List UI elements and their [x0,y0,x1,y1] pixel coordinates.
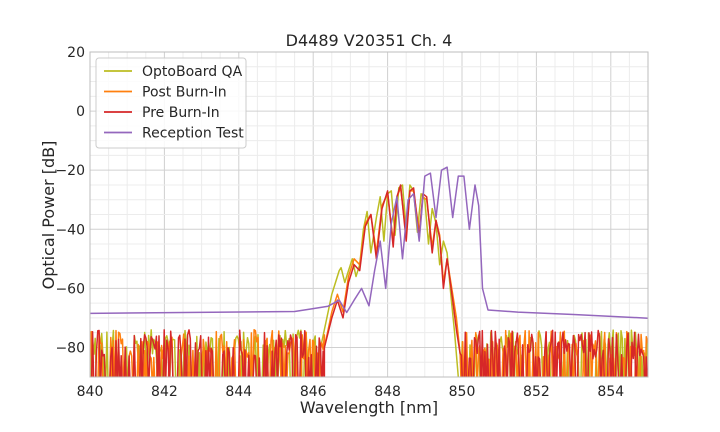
x-tick-label: 854 [597,384,624,400]
series-line [90,184,648,377]
series-line [90,166,648,319]
y-axis: 20 0 −20 −40 −60 −80 [55,45,85,356]
series-line [90,184,648,377]
x-axis: 840 842 844 846 848 850 852 854 [77,384,625,400]
y-tick-label: −80 [55,340,85,356]
plot-frame [89,51,649,378]
y-tick-label: 20 [67,45,85,61]
plot-area [90,166,648,377]
y-tick-label: −60 [55,281,85,297]
legend-label: Pre Burn-In [142,105,220,121]
series-post-burn-in [90,187,648,377]
x-tick-label: 848 [374,384,401,400]
x-tick-label: 840 [77,384,104,400]
y-axis-title: Optical Power [dB] [39,141,58,290]
series-optoboard-qa [90,184,648,377]
y-tick-label: 0 [76,104,85,120]
series-pre-burn-in [90,184,648,377]
legend-box [95,57,247,149]
x-tick-label: 842 [151,384,178,400]
legend-item: Post Burn-In [104,85,227,101]
legend-item: OptoBoard QA [104,64,243,80]
legend-label: Reception Test [142,126,244,142]
legend-item: Pre Burn-In [104,105,220,121]
x-axis-title: Wavelength [nm] [300,398,438,417]
chart-title: D4489 V20351 Ch. 4 [286,31,453,50]
series-reception-test [90,166,648,319]
y-tick-label: −20 [55,163,85,179]
x-tick-label: 852 [523,384,550,400]
legend-label: OptoBoard QA [142,64,243,80]
plot-border [89,51,649,378]
legend-item: Reception Test [104,126,244,142]
series-line [90,187,648,377]
x-tick-label: 846 [300,384,327,400]
x-tick-label: 844 [225,384,252,400]
x-tick-label: 850 [449,384,476,400]
legend: OptoBoard QA Post Burn-In Pre Burn-In Recep… [95,57,247,149]
legend-label: Post Burn-In [142,85,227,101]
y-tick-label: −40 [55,222,85,238]
